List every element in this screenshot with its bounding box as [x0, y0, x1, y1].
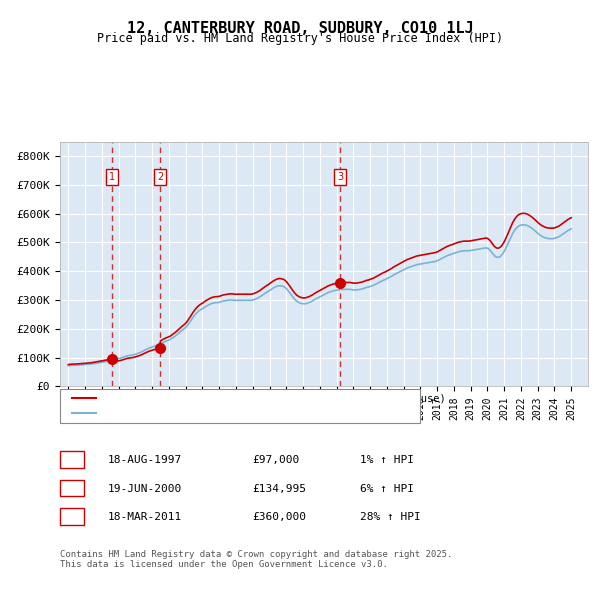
Text: 12, CANTERBURY ROAD, SUDBURY, CO10 1LJ (detached house): 12, CANTERBURY ROAD, SUDBURY, CO10 1LJ (… — [102, 394, 446, 404]
Text: 1: 1 — [68, 455, 76, 465]
Text: £134,995: £134,995 — [252, 484, 306, 493]
Text: Price paid vs. HM Land Registry's House Price Index (HPI): Price paid vs. HM Land Registry's House … — [97, 32, 503, 45]
Text: 6% ↑ HPI: 6% ↑ HPI — [360, 484, 414, 493]
Text: 18-AUG-1997: 18-AUG-1997 — [108, 455, 182, 465]
Text: HPI: Average price, detached house, Babergh: HPI: Average price, detached house, Babe… — [102, 408, 371, 418]
Text: 2: 2 — [68, 484, 76, 493]
Text: 1: 1 — [109, 172, 116, 182]
Text: £360,000: £360,000 — [252, 512, 306, 522]
Text: £97,000: £97,000 — [252, 455, 299, 465]
Text: 1% ↑ HPI: 1% ↑ HPI — [360, 455, 414, 465]
Text: 12, CANTERBURY ROAD, SUDBURY, CO10 1LJ: 12, CANTERBURY ROAD, SUDBURY, CO10 1LJ — [127, 21, 473, 35]
Text: Contains HM Land Registry data © Crown copyright and database right 2025.
This d: Contains HM Land Registry data © Crown c… — [60, 550, 452, 569]
Text: 28% ↑ HPI: 28% ↑ HPI — [360, 512, 421, 522]
Text: 3: 3 — [337, 172, 343, 182]
Text: 3: 3 — [68, 512, 76, 522]
Text: 19-JUN-2000: 19-JUN-2000 — [108, 484, 182, 493]
Text: 18-MAR-2011: 18-MAR-2011 — [108, 512, 182, 522]
Text: 2: 2 — [157, 172, 163, 182]
